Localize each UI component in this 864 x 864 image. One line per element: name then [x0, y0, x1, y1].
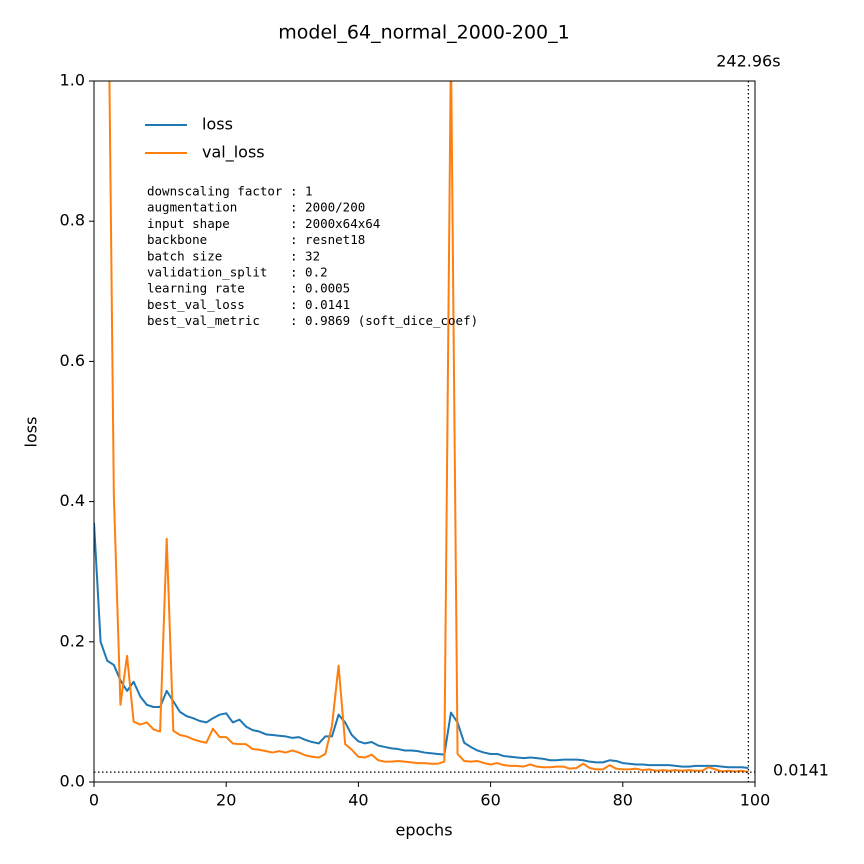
- info-line: downscaling factor : 1: [147, 184, 313, 199]
- info-line: backbone : resnet18: [147, 232, 365, 247]
- x-tick-label: 0: [89, 791, 99, 810]
- info-line: input shape : 2000x64x64: [147, 216, 380, 231]
- line-series: [108, 81, 749, 774]
- info-line: augmentation : 2000/200: [147, 200, 365, 215]
- x-tick-label: 100: [740, 791, 771, 810]
- line-series: [94, 522, 749, 769]
- x-tick-label: 20: [216, 791, 236, 810]
- y-tick-label: 0.4: [60, 491, 85, 510]
- y-tick-label: 0.8: [60, 211, 85, 230]
- x-tick-label: 60: [480, 791, 500, 810]
- info-line: validation_split : 0.2: [147, 265, 328, 280]
- best-loss-label: 0.0141: [773, 761, 829, 780]
- x-tick-label: 80: [613, 791, 633, 810]
- info-line: best_val_metric : 0.9869 (soft_dice_coef…: [147, 313, 478, 328]
- y-axis-label: loss: [22, 417, 41, 448]
- info-line: batch size : 32: [147, 248, 320, 263]
- y-tick-label: 0.2: [60, 631, 85, 650]
- chart-title: model_64_normal_2000-200_1: [278, 22, 569, 44]
- legend-label: loss: [202, 115, 233, 134]
- x-axis-label: epochs: [395, 821, 452, 840]
- info-line: learning rate : 0.0005: [147, 281, 350, 296]
- plot-area: [94, 81, 749, 774]
- info-line: best_val_loss : 0.0141: [147, 297, 350, 312]
- time-label: 242.96s: [716, 52, 780, 71]
- y-tick-label: 0.0: [60, 772, 85, 791]
- y-tick-label: 0.6: [60, 351, 85, 370]
- x-tick-label: 40: [348, 791, 368, 810]
- legend-label: val_loss: [202, 143, 265, 163]
- plot-frame: [93, 80, 756, 783]
- y-tick-label: 1.0: [60, 71, 85, 90]
